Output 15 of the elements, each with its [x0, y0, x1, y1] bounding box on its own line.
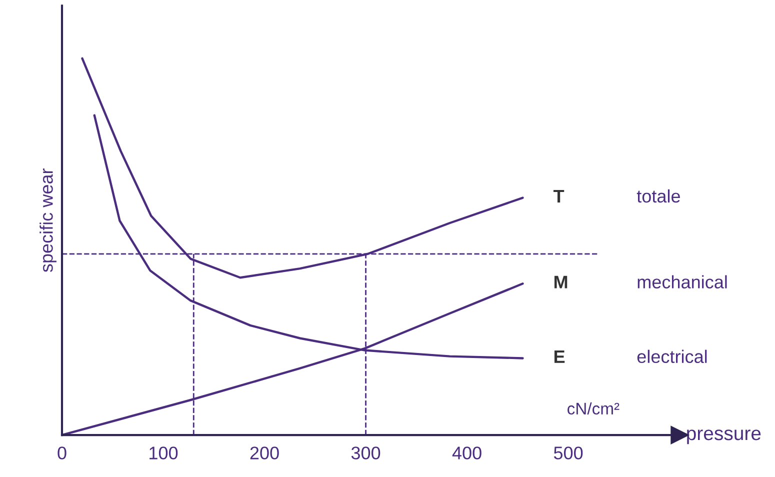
series-label: E — [554, 350, 565, 363]
annotation: electrical — [637, 350, 707, 364]
x-tick-label: 500 — [554, 446, 583, 460]
y-axis-title: specific wear — [40, 168, 56, 272]
annotation: cN/cm² — [568, 402, 620, 415]
series-label: T — [553, 190, 564, 202]
x-tick-label: 0 — [58, 446, 66, 460]
x-tick-label: 100 — [150, 446, 178, 460]
x-tick-label: 400 — [452, 446, 482, 460]
annotation: mechanical — [638, 275, 727, 288]
annotation: totale — [636, 189, 680, 203]
series-label: M — [554, 276, 568, 288]
x-axis-title: pressure — [687, 430, 761, 444]
x-tick-label: 300 — [351, 446, 380, 460]
x-tick-label: 200 — [250, 446, 279, 460]
